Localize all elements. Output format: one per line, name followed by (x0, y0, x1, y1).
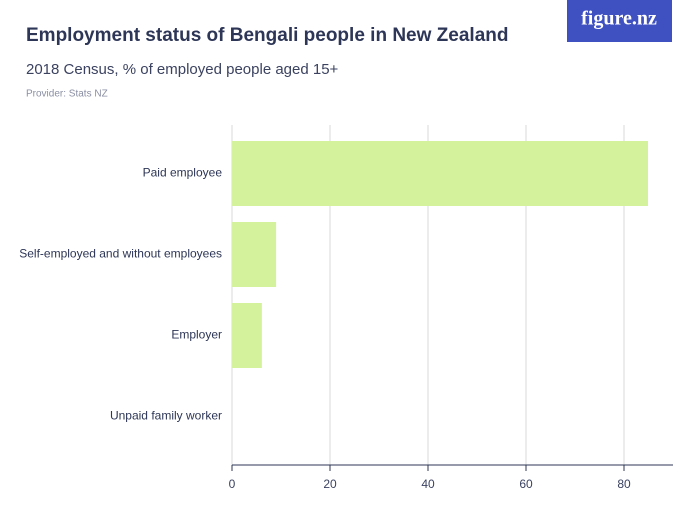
chart-source: Provider: Stats NZ (26, 89, 108, 100)
bar (232, 303, 262, 368)
chart-subtitle: 2018 Census, % of employed people aged 1… (26, 61, 339, 78)
y-tick-label: Paid employee (143, 166, 223, 180)
x-tick-label: 60 (519, 477, 533, 491)
bar (232, 222, 277, 287)
y-tick-label: Self-employed and without employees (19, 247, 222, 261)
y-tick-label: Employer (171, 328, 222, 342)
x-tick-label: 20 (323, 477, 337, 491)
bar (232, 141, 649, 206)
x-tick-label: 0 (229, 477, 236, 491)
y-tick-label: Unpaid family worker (110, 409, 222, 423)
x-tick-label: 80 (617, 477, 631, 491)
logo: figure.nz (581, 8, 657, 30)
x-tick-label: 40 (421, 477, 435, 491)
logo-box (567, 0, 672, 42)
chart-title: Employment status of Bengali people in N… (26, 25, 508, 46)
